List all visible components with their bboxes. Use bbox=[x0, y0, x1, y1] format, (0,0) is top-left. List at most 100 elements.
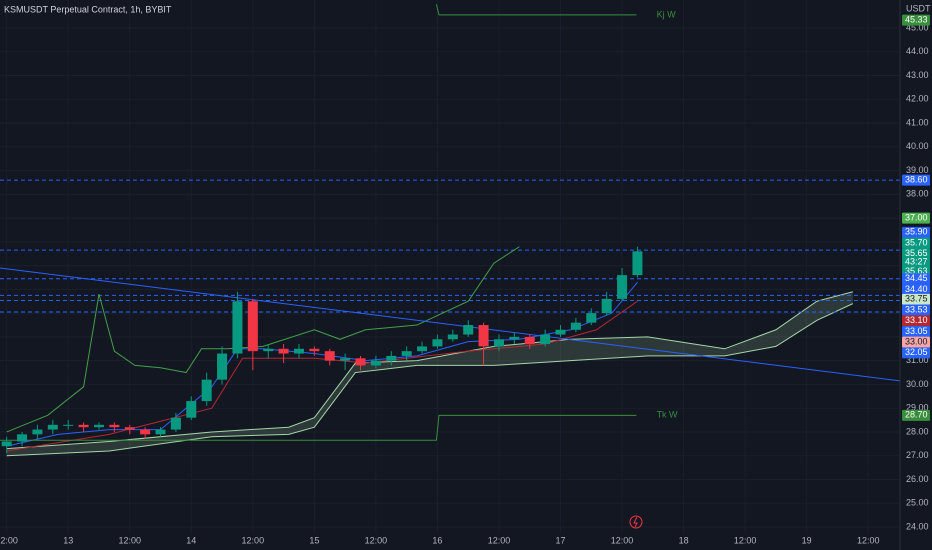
price-tag-label: 35.65 bbox=[905, 248, 928, 258]
candle-body bbox=[340, 358, 351, 361]
price-tag bbox=[902, 226, 930, 238]
candle-body bbox=[540, 334, 551, 345]
x-tick-label: 13 bbox=[63, 535, 73, 545]
price-tag bbox=[902, 325, 930, 337]
candle-body bbox=[632, 251, 643, 276]
x-tick-label: 18 bbox=[679, 535, 689, 545]
y-tick-label: 39.00 bbox=[906, 165, 929, 175]
x-tick-label: 12:00 bbox=[242, 535, 265, 545]
x-tick-label: 17 bbox=[556, 535, 566, 545]
candle-body bbox=[463, 325, 474, 335]
price-tag bbox=[902, 315, 930, 327]
price-tag-label: 38.60 bbox=[905, 174, 928, 184]
candle-body bbox=[293, 348, 304, 354]
y-tick-label: 41.00 bbox=[906, 117, 929, 127]
price-tag bbox=[902, 273, 930, 285]
x-tick-label: 14 bbox=[186, 535, 196, 545]
x-tick-label: 12:00 bbox=[488, 535, 511, 545]
candle-body bbox=[109, 424, 120, 428]
y-tick-label: 42.00 bbox=[906, 94, 929, 104]
annotation: Kj W bbox=[657, 9, 677, 19]
candle-body bbox=[63, 424, 74, 426]
price-tag bbox=[902, 248, 930, 260]
x-tick-label: 12:00 bbox=[0, 535, 18, 545]
candle-body bbox=[124, 427, 135, 430]
x-tick-label: 19 bbox=[802, 535, 812, 545]
cloud-lower bbox=[6, 303, 854, 457]
candle-body bbox=[478, 325, 489, 347]
candle-body bbox=[278, 348, 289, 354]
price-tag bbox=[902, 212, 930, 224]
price-tag-label: 33.05 bbox=[905, 326, 928, 336]
price-tag-label: 35.63 bbox=[905, 266, 928, 276]
candle-body bbox=[186, 401, 197, 418]
y-tick-label: 29.00 bbox=[906, 403, 929, 413]
candle-body bbox=[417, 346, 428, 352]
candle-body bbox=[247, 301, 258, 352]
price-tag-label: 33.53 bbox=[905, 304, 928, 314]
y-tick-label: 26.00 bbox=[906, 474, 929, 484]
price-tag-label: 33.10 bbox=[905, 315, 928, 325]
y-tick-label: 44.00 bbox=[906, 46, 929, 56]
candle-body bbox=[370, 360, 381, 366]
price-tag-label: 45.33 bbox=[905, 15, 928, 25]
price-tag bbox=[902, 174, 930, 186]
candle-body bbox=[140, 429, 151, 435]
candle-body bbox=[324, 351, 335, 361]
price-tag bbox=[902, 256, 930, 268]
y-tick-label: 30.00 bbox=[906, 379, 929, 389]
indicator-line bbox=[6, 300, 638, 452]
x-tick-label: 12:00 bbox=[734, 535, 757, 545]
indicator-line bbox=[0, 414, 637, 441]
cloud-upper bbox=[6, 291, 853, 450]
y-tick-label: 27.00 bbox=[906, 450, 929, 460]
price-tag-label: 32.05 bbox=[905, 347, 928, 357]
candle-body bbox=[586, 313, 597, 323]
candle-body bbox=[201, 379, 212, 402]
price-tag bbox=[902, 304, 930, 316]
candle-body bbox=[93, 424, 104, 428]
price-tag-label: 43:27 bbox=[905, 256, 928, 266]
price-tag bbox=[902, 283, 930, 295]
candle-body bbox=[1, 441, 12, 447]
candle-body bbox=[555, 329, 566, 335]
candle-body bbox=[386, 355, 397, 361]
price-tag bbox=[902, 409, 930, 421]
price-tag-label: 33.00 bbox=[905, 337, 928, 347]
x-tick-label: 12:00 bbox=[857, 535, 880, 545]
replay-icon[interactable] bbox=[629, 515, 643, 529]
candle-body bbox=[601, 298, 612, 314]
price-tag-label: 28.70 bbox=[905, 410, 928, 420]
candle-body bbox=[401, 351, 412, 356]
y-tick-label: 43.00 bbox=[906, 70, 929, 80]
price-tag bbox=[902, 14, 930, 26]
indicator-line bbox=[0, 267, 901, 382]
y-tick-label: 45.00 bbox=[906, 22, 929, 32]
candle-body bbox=[17, 434, 28, 442]
y-tick-label: 40.00 bbox=[906, 141, 929, 151]
price-tag-label: 35.90 bbox=[905, 227, 928, 237]
x-tick-label: 15 bbox=[309, 535, 319, 545]
y-tick-label: 24.00 bbox=[906, 521, 929, 531]
candle-body bbox=[617, 275, 628, 299]
indicator-line bbox=[435, 4, 637, 16]
candle-body bbox=[509, 336, 520, 340]
candle-body bbox=[570, 322, 581, 330]
price-tag-label: 34.40 bbox=[905, 284, 928, 294]
candle-body bbox=[355, 358, 366, 366]
y-tick-label: 28.00 bbox=[906, 426, 929, 436]
candle-body bbox=[447, 334, 458, 340]
price-tag bbox=[902, 347, 930, 359]
y-tick-label: 38.00 bbox=[906, 189, 929, 199]
price-tag bbox=[902, 237, 930, 249]
x-tick-label: 12:00 bbox=[365, 535, 388, 545]
candle-body bbox=[155, 429, 166, 435]
candle-body bbox=[78, 424, 89, 428]
candle-body bbox=[493, 339, 504, 347]
price-tag-label: 35.70 bbox=[905, 237, 928, 247]
x-tick-label: 16 bbox=[432, 535, 442, 545]
x-tick-label: 12:00 bbox=[118, 535, 141, 545]
y-tick-label: 31.00 bbox=[906, 355, 929, 365]
candle-body bbox=[309, 348, 320, 352]
